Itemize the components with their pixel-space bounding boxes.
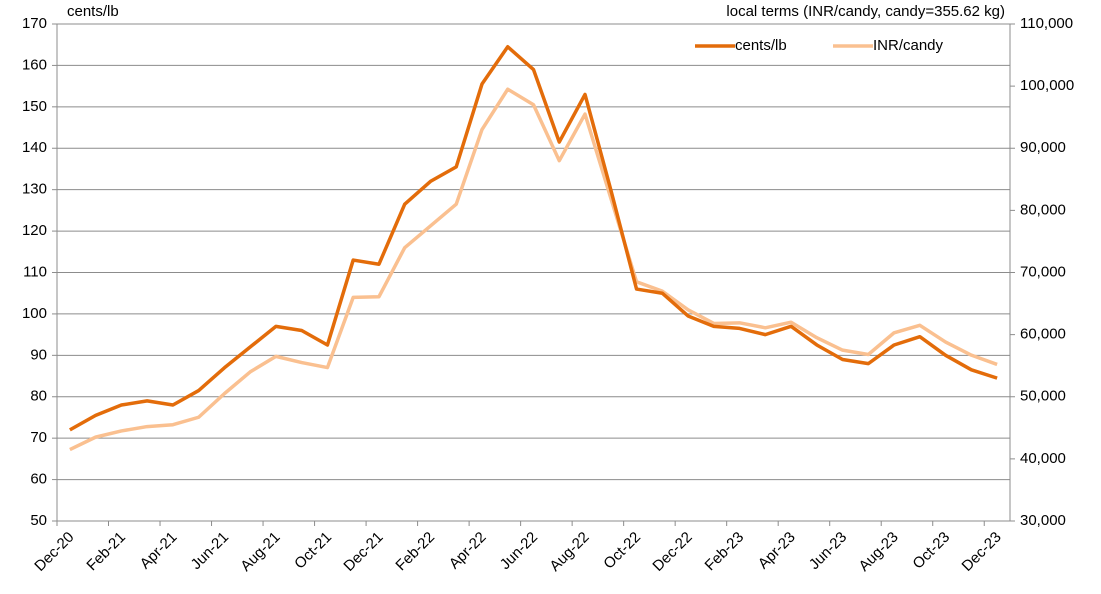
- x-tick-label: Apr-23: [755, 529, 799, 573]
- x-tick-label: Oct-23: [909, 529, 953, 573]
- y2-tick-label: 110,000: [1020, 15, 1073, 32]
- y2-tick-label: 80,000: [1020, 201, 1066, 218]
- y-tick-label: 150: [22, 98, 47, 115]
- x-tick-label: Feb-21: [83, 529, 129, 575]
- series-line: [69, 45, 998, 432]
- x-tick-label: Dec-23: [959, 529, 1005, 575]
- y2-tick-label: 50,000: [1020, 388, 1066, 405]
- x-tick-label: Oct-21: [291, 529, 335, 573]
- y-tick-label: 170: [22, 15, 47, 32]
- y-tick-label: 60: [30, 471, 47, 488]
- y2-tick-label: 70,000: [1020, 263, 1066, 280]
- y-tick-label: 80: [30, 388, 47, 405]
- y-tick-label: 70: [30, 429, 47, 446]
- x-tick-label: Aug-22: [546, 529, 592, 575]
- x-tick-label: Jun-23: [806, 529, 850, 573]
- y-tick-label: 110: [23, 263, 47, 280]
- series-line: [69, 87, 998, 452]
- x-tick-label: Feb-23: [702, 529, 748, 575]
- y-axis-label: cents/lb: [67, 3, 119, 20]
- x-tick-label: Aug-23: [856, 529, 902, 575]
- y-tick-label: 130: [22, 181, 47, 198]
- x-tick-label: Dec-20: [31, 529, 77, 575]
- y2-tick-label: 90,000: [1020, 139, 1066, 156]
- y-tick-label: 140: [22, 139, 47, 156]
- x-tick-label: Apr-21: [137, 529, 181, 573]
- legend-label: INR/candy: [873, 37, 944, 54]
- y2-axis-label: local terms (INR/candy, candy=355.62 kg): [726, 3, 1005, 20]
- y-tick-label: 50: [30, 512, 47, 529]
- y2-tick-label: 40,000: [1020, 450, 1066, 467]
- y2-tick-label: 100,000: [1020, 77, 1074, 94]
- x-tick-label: Apr-22: [446, 529, 490, 573]
- y-tick-label: 90: [30, 346, 47, 363]
- legend-label: cents/lb: [735, 37, 787, 54]
- x-tick-label: Jun-22: [497, 529, 541, 573]
- x-tick-label: Oct-22: [600, 529, 644, 573]
- x-tick-label: Jun-21: [188, 529, 232, 573]
- x-tick-label: Aug-21: [237, 529, 283, 575]
- y2-tick-label: 60,000: [1020, 326, 1066, 343]
- y2-tick-label: 30,000: [1020, 512, 1066, 529]
- x-tick-label: Dec-21: [340, 529, 386, 575]
- y-tick-label: 120: [22, 222, 47, 239]
- y-tick-label: 100: [22, 305, 47, 322]
- y-tick-label: 160: [22, 56, 47, 73]
- x-tick-label: Feb-22: [392, 529, 438, 575]
- x-tick-label: Dec-22: [649, 529, 695, 575]
